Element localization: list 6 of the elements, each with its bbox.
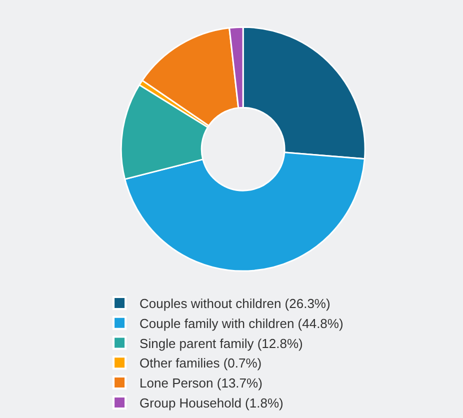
legend-label: Other families (0.7%): [140, 356, 262, 371]
legend-label: Couple family with children (44.8%): [140, 316, 344, 331]
legend-label: Single parent family (12.8%): [140, 336, 303, 351]
legend-label: Lone Person (13.7%): [140, 376, 262, 391]
legend-label: Couples without children (26.3%): [140, 296, 330, 312]
legend-label: Group Household (1.8%): [140, 396, 284, 411]
